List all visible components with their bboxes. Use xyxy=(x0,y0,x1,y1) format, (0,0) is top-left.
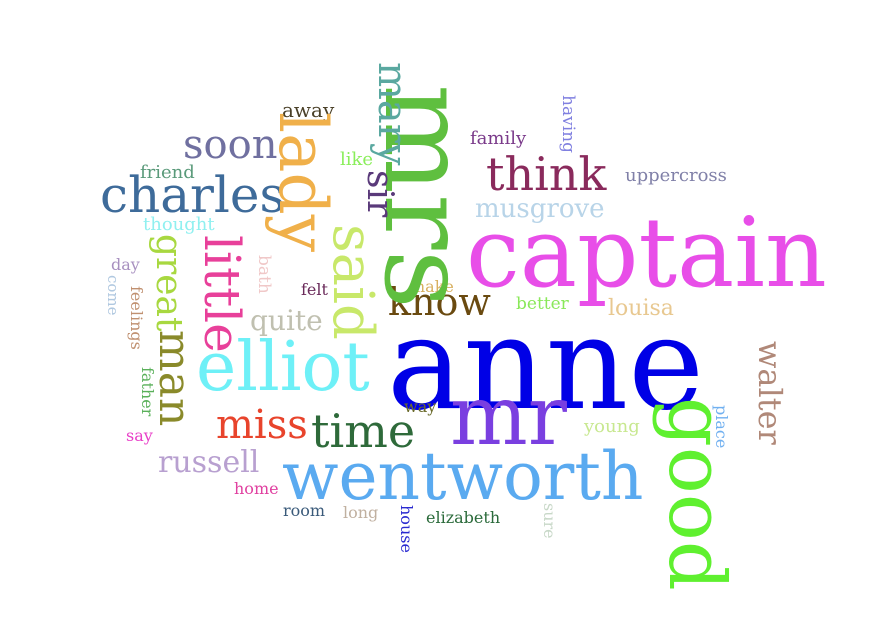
word-better: better xyxy=(516,294,569,314)
word-soon: soon xyxy=(183,122,278,168)
word-uppercross: uppercross xyxy=(625,165,727,186)
word-elliot: elliot xyxy=(196,328,370,407)
word-room: room xyxy=(283,501,326,520)
word-walter: walter xyxy=(751,341,789,445)
word-musgrove: musgrove xyxy=(475,194,605,224)
word-friend: friend xyxy=(140,162,195,183)
word-mr: mr xyxy=(450,369,567,464)
word-place: place xyxy=(712,405,731,449)
word-wentworth: wentworth xyxy=(282,438,644,515)
word-louisa: louisa xyxy=(608,296,674,321)
word-feelings: feelings xyxy=(127,286,146,350)
word-quite: quite xyxy=(250,304,323,337)
word-know: know xyxy=(388,280,491,324)
word-sure: sure xyxy=(540,503,559,539)
word-away: away xyxy=(282,98,335,122)
word-captain: captain xyxy=(466,197,827,309)
word-house: house xyxy=(397,505,416,553)
word-mary: mary xyxy=(369,62,415,166)
word-great: great xyxy=(148,234,189,332)
word-said: said xyxy=(320,224,385,340)
word-elizabeth: elizabeth xyxy=(426,508,501,527)
word-thought: thought xyxy=(143,214,215,235)
word-think: think xyxy=(486,147,607,201)
word-home: home xyxy=(234,479,279,498)
word-miss: miss xyxy=(216,402,308,448)
word-family: family xyxy=(470,128,527,149)
word-way: way xyxy=(404,397,437,416)
word-like: like xyxy=(340,149,374,170)
word-anne: anne xyxy=(387,290,704,439)
word-having: having xyxy=(558,95,578,153)
word-russell: russell xyxy=(158,445,260,480)
word-say: say xyxy=(126,426,153,445)
word-man: man xyxy=(149,330,200,427)
word-young: young xyxy=(584,416,640,437)
word-felt: felt xyxy=(301,280,328,299)
word-little: little xyxy=(193,235,251,353)
word-day: day xyxy=(111,255,140,274)
word-bath: bath xyxy=(254,255,274,294)
word-charles: charles xyxy=(100,166,286,224)
word-sir: sir xyxy=(359,170,400,218)
word-come: come xyxy=(104,275,122,316)
word-father: father xyxy=(138,367,157,417)
word-time: time xyxy=(311,404,416,458)
word-long: long xyxy=(343,503,379,522)
word-make: make xyxy=(410,277,454,296)
